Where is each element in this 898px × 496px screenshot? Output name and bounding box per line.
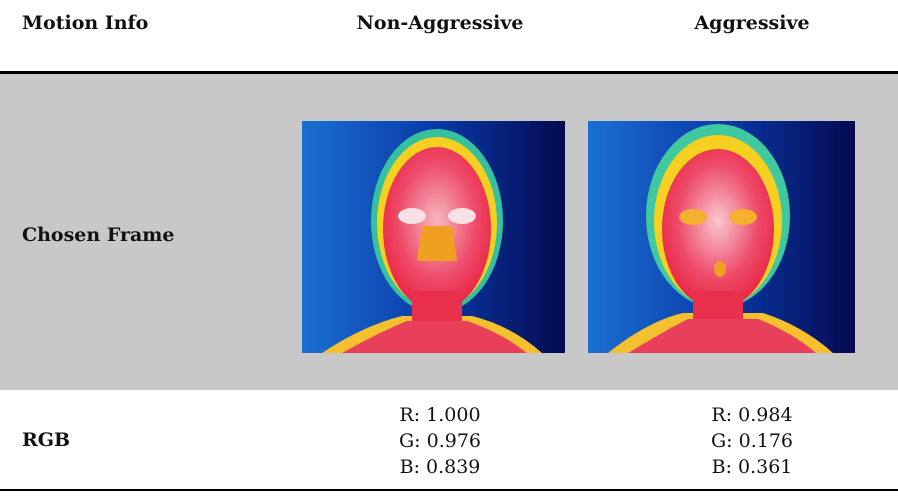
row-label: Chosen Frame bbox=[22, 224, 175, 246]
rgb-cell: R: 0.984 G: 0.176 B: 0.361 bbox=[711, 402, 793, 480]
thermal-image bbox=[588, 121, 855, 353]
header-cell: Motion Info bbox=[22, 12, 149, 34]
rgb-value: G: 0.176 bbox=[710, 430, 794, 452]
rgb-value: R: 1.000 bbox=[399, 404, 481, 426]
header-cell: Aggressive bbox=[694, 12, 810, 34]
rgb-value: B: 0.361 bbox=[711, 456, 793, 478]
bottom-rule bbox=[0, 489, 898, 491]
rgb-value: B: 0.839 bbox=[399, 456, 481, 478]
rgb-value: R: 0.984 bbox=[711, 404, 793, 426]
header-cell: Non-Aggressive bbox=[356, 12, 524, 34]
thermal-image bbox=[302, 121, 565, 353]
header-rule bbox=[0, 71, 898, 74]
rgb-cell: R: 1.000 G: 0.976 B: 0.839 bbox=[399, 402, 481, 480]
row-label: RGB bbox=[22, 429, 71, 451]
rgb-value: G: 0.976 bbox=[398, 430, 482, 452]
